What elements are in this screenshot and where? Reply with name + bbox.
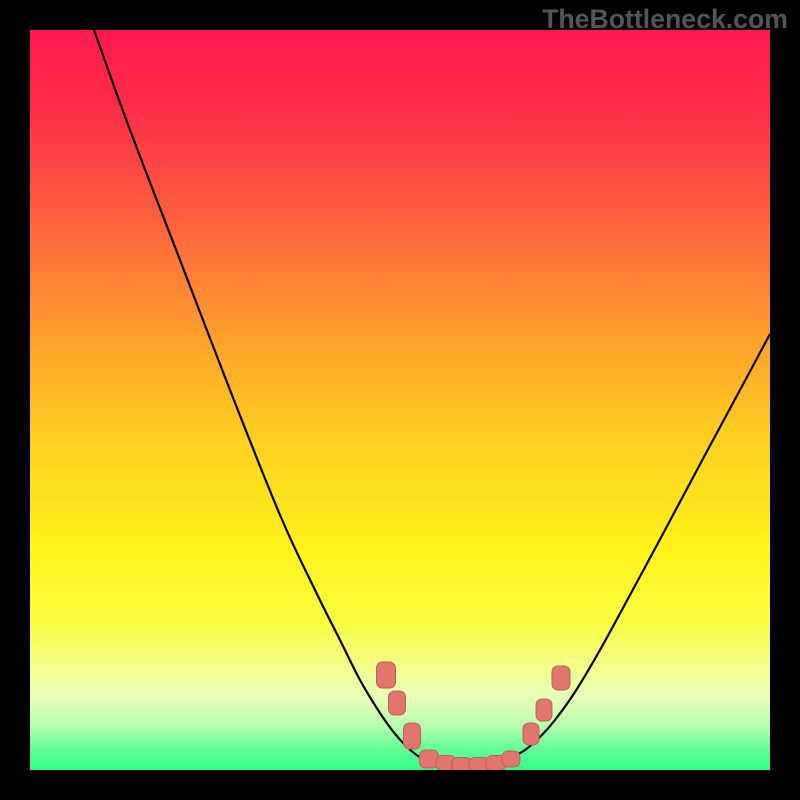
bottleneck-curve [30,30,770,770]
curve-right-branch [460,334,770,767]
data-marker [377,662,396,688]
data-marker [389,691,406,715]
watermark-text: TheBottleneck.com [542,4,788,35]
data-marker [404,723,421,749]
plot-area [30,30,770,770]
chart-frame: TheBottleneck.com [0,0,800,800]
data-marker [552,666,570,690]
data-marker [536,699,552,721]
data-marker [502,751,520,767]
data-marker [523,723,539,745]
curve-left-branch [94,30,460,767]
